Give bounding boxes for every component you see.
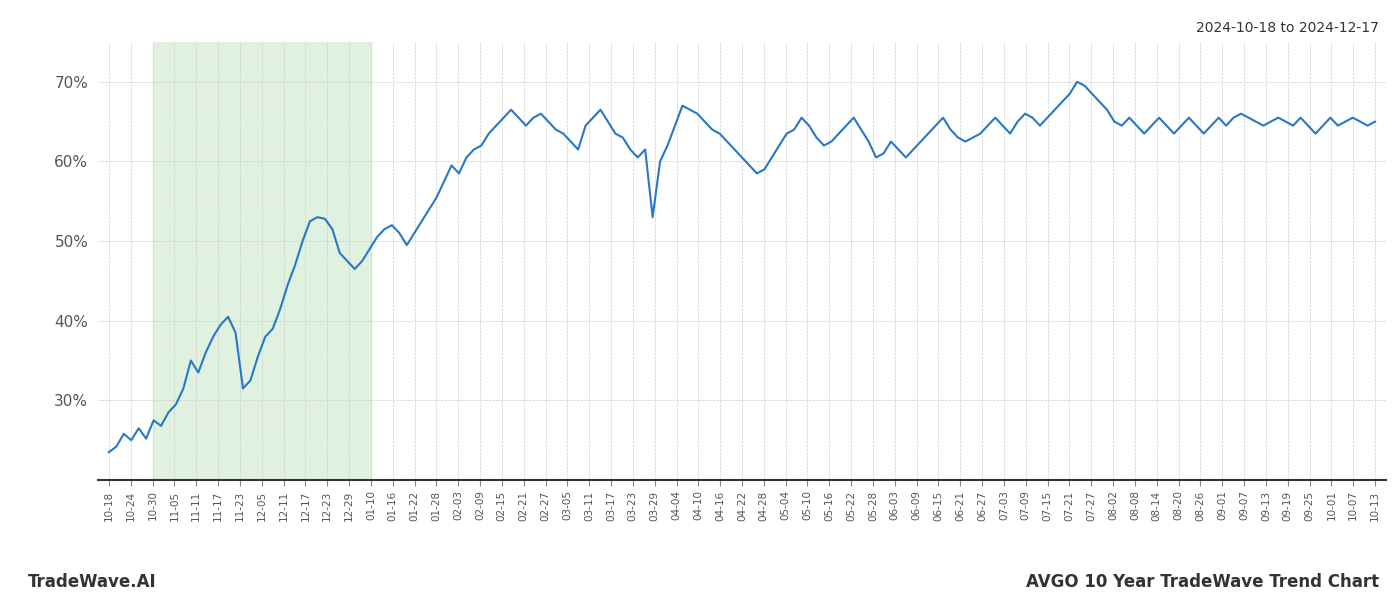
Text: 2024-10-18 to 2024-12-17: 2024-10-18 to 2024-12-17 xyxy=(1196,21,1379,35)
Bar xyxy=(153,42,371,480)
Text: AVGO 10 Year TradeWave Trend Chart: AVGO 10 Year TradeWave Trend Chart xyxy=(1026,573,1379,591)
Text: TradeWave.AI: TradeWave.AI xyxy=(28,573,157,591)
